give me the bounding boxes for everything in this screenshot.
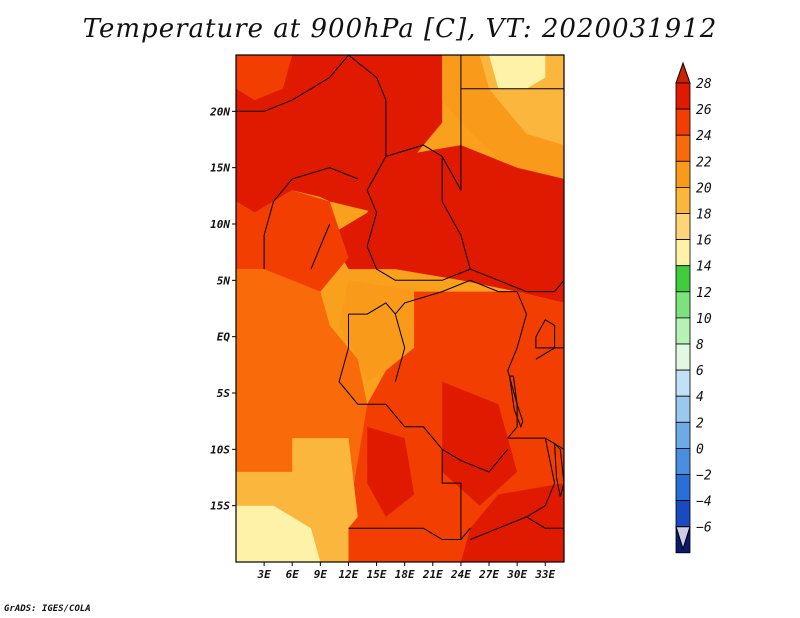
lat-tick-label: 5S [217,387,231,400]
temp-region-southwest-cool [236,505,321,562]
colorbar-bottom-arrow [675,526,691,551]
lon-tick-label: 15E [367,568,387,581]
colorbar-swatch [675,343,691,371]
temperature-fill [236,55,564,562]
country-border-5 [263,167,358,270]
colorbar-label: −2 [696,469,712,484]
map-title: Temperature at 900hPa [C], VT: 202003191… [82,14,718,44]
lon-tick-label: 33E [534,568,555,581]
colorbar-label: 14 [696,260,712,275]
lon-tick-label: 3E [256,568,271,581]
temp-region-sahel-east-hot [329,145,564,303]
colorbar-swatch [675,239,691,267]
temp-region-northwest-corner [236,55,293,101]
lon-tick-label: 21E [422,568,443,581]
country-border-13 [348,527,471,540]
colorbar-label: 4 [696,390,704,405]
colorbar-label: 26 [696,103,712,118]
colorbar-label: −6 [696,521,712,536]
colorbar-label: 18 [696,208,712,223]
colorbar-swatch [675,213,691,241]
lat-tick-label: 10S [210,443,230,456]
colorbar-label: 24 [696,129,712,144]
colorbar-swatch [675,317,691,345]
country-border-7 [366,246,471,281]
colorbar-label: 0 [696,442,704,457]
colorbar-label: 20 [696,181,712,196]
temp-region-north-central-hot [254,111,396,213]
lat-tick-label: EQ [217,331,231,344]
temp-region-central-hot-a [442,381,518,506]
colorbar-swatch [675,186,691,214]
colorbar-swatch [675,265,691,293]
grads-credit: GrADS: IGES/COLA [4,604,91,614]
colorbar-swatch [675,134,691,162]
country-border-11 [507,291,528,439]
colorbar-label: 10 [696,312,712,327]
lon-tick-label: 6E [286,568,300,581]
colorbar-swatch [675,369,691,397]
colorbar-top-arrow [675,61,691,84]
map-frame-border [235,54,565,563]
colorbar-label: 8 [696,338,704,353]
colorbar-swatch [675,395,691,423]
country-border-16 [470,437,556,540]
lake-outline-2 [554,442,564,497]
lat-tick-label: 15N [210,162,230,175]
colorbar-label: 22 [696,155,712,170]
country-border-12 [348,392,509,473]
colorbar-swatch [675,500,691,528]
lat-tick-label: 15S [210,500,230,513]
country-border-14 [441,449,462,540]
colorbar-swatch [675,82,691,110]
lake-outline-1 [509,375,524,429]
country-border-6 [310,223,331,270]
colorbar-label: 2 [696,416,704,431]
colorbar-swatch [675,160,691,188]
lon-tick-label: 12E [339,568,359,581]
colorbar-label: 28 [696,77,712,92]
country-border-17 [526,516,564,529]
country-border-0 [236,55,349,112]
colorbar-swatch [675,474,691,502]
lon-tick-label: 24E [450,568,471,581]
lakes [509,319,564,497]
country-border-10 [394,279,518,315]
latitude-ticks: 20N 15N 10N 5N EQ 5S 10S 15S [209,105,236,513]
temp-region-northeast-green [489,55,546,89]
lat-tick-label: 5N [217,274,231,287]
lon-tick-label: 9E [314,568,328,581]
colorbar-swatch [675,447,691,475]
lat-tick-label: 10N [210,218,230,231]
map-panel [235,54,565,563]
colorbar-swatch [675,291,691,319]
lat-tick-label: 20N [209,105,230,118]
country-borders [236,55,564,540]
country-border-4 [441,156,564,293]
country-border-8 [348,302,406,382]
colorbar-label: 12 [696,286,712,301]
colorbar-label: 6 [696,364,704,379]
lon-tick-label: 27E [478,568,499,581]
longitude-ticks: 3E 6E 9E 12E 15E 18E 21E 24E 27E 30E 33E [256,562,556,581]
lon-tick-label: 30E [506,568,527,581]
country-border-2 [385,55,462,191]
colorbar-swatch [675,108,691,136]
lon-tick-label: 18E [395,568,415,581]
temp-region-angola-hot [367,426,415,517]
country-border-9 [338,314,349,394]
colorbar-label: 16 [696,234,712,249]
lake-outline-0 [535,319,556,349]
colorbar-label: −4 [696,495,712,510]
colorbar-swatch [675,421,691,449]
